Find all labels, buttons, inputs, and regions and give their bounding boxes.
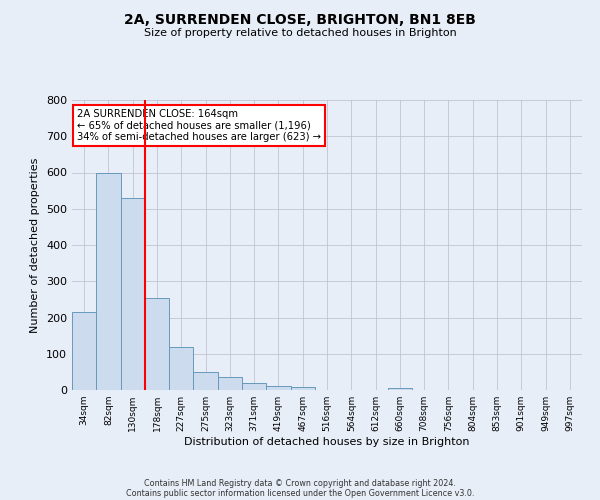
Bar	[218, 378, 242, 390]
Bar	[290, 387, 315, 390]
Bar	[266, 386, 290, 390]
Bar	[388, 388, 412, 390]
X-axis label: Distribution of detached houses by size in Brighton: Distribution of detached houses by size …	[184, 437, 470, 447]
Bar	[169, 347, 193, 390]
Text: Contains HM Land Registry data © Crown copyright and database right 2024.: Contains HM Land Registry data © Crown c…	[144, 478, 456, 488]
Bar	[145, 298, 169, 390]
Bar	[72, 312, 96, 390]
Bar	[193, 372, 218, 390]
Bar	[121, 198, 145, 390]
Bar	[96, 172, 121, 390]
Text: Size of property relative to detached houses in Brighton: Size of property relative to detached ho…	[143, 28, 457, 38]
Y-axis label: Number of detached properties: Number of detached properties	[31, 158, 40, 332]
Text: 2A SURRENDEN CLOSE: 164sqm
← 65% of detached houses are smaller (1,196)
34% of s: 2A SURRENDEN CLOSE: 164sqm ← 65% of deta…	[77, 108, 321, 142]
Text: 2A, SURRENDEN CLOSE, BRIGHTON, BN1 8EB: 2A, SURRENDEN CLOSE, BRIGHTON, BN1 8EB	[124, 12, 476, 26]
Bar	[242, 383, 266, 390]
Text: Contains public sector information licensed under the Open Government Licence v3: Contains public sector information licen…	[126, 488, 474, 498]
